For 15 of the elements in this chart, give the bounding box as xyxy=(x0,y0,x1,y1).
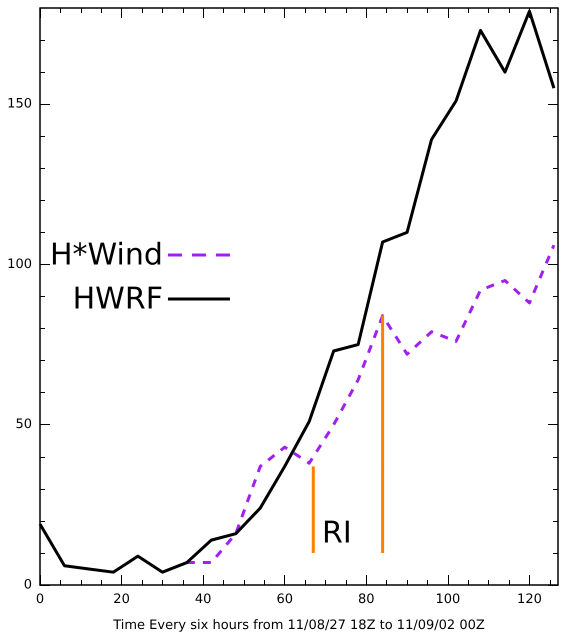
y-tick-label: 0 xyxy=(24,578,32,592)
x-axis-title: Time Every six hours from 11/08/27 18Z to 11/09/02 00Z xyxy=(112,618,485,633)
y-tick-label: 100 xyxy=(7,256,32,272)
x-tick-label: 40 xyxy=(194,592,212,607)
legend-label: H*Wind xyxy=(50,238,163,272)
x-tick-label: 120 xyxy=(517,592,542,607)
legend-label: HWRF xyxy=(72,282,163,316)
x-tick-label: 20 xyxy=(113,592,130,607)
y-tick-label: 50 xyxy=(15,417,32,432)
annotation: RI xyxy=(322,516,352,550)
x-tick-label: 100 xyxy=(435,592,460,607)
x-tick-label: 60 xyxy=(276,592,293,607)
x-tick-label: 80 xyxy=(358,592,375,607)
x-tick-label: 0 xyxy=(36,592,44,607)
y-tick-label: 150 xyxy=(7,96,32,112)
